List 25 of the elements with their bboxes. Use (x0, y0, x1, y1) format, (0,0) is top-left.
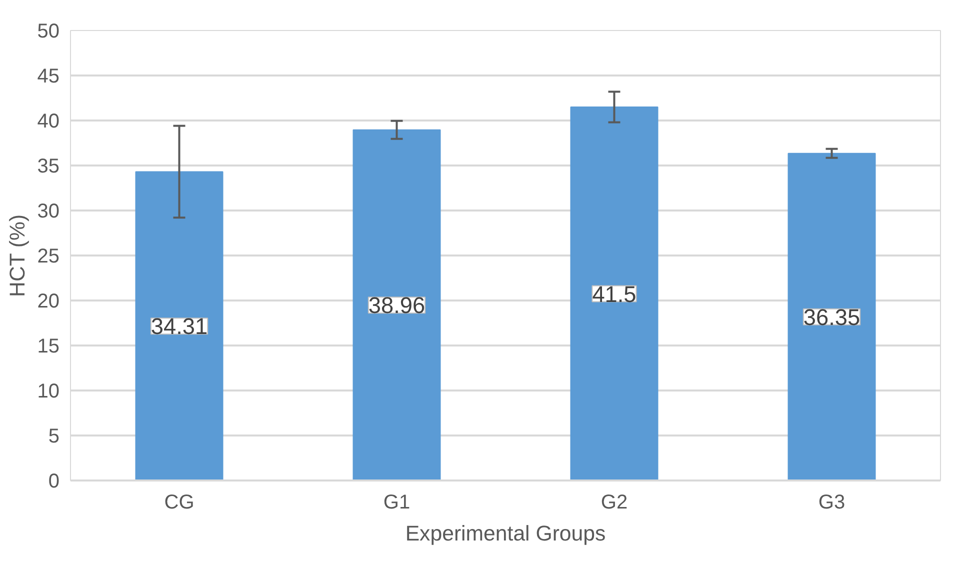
x-axis-title: Experimental Groups (405, 522, 606, 546)
data-label: 36.35 (803, 304, 860, 330)
y-tick-label: 5 (48, 426, 60, 448)
y-tick-label: 0 (48, 470, 60, 492)
y-tick-label: 40 (37, 110, 60, 132)
x-tick-label: G2 (600, 492, 628, 514)
bar (788, 152, 876, 480)
bar (570, 106, 658, 480)
data-label: 38.96 (368, 292, 426, 318)
y-tick-label: 10 (37, 380, 60, 402)
data-label: 34.31 (150, 313, 208, 340)
y-tick-label: 50 (37, 20, 60, 42)
data-label: 41.5 (592, 280, 636, 307)
x-tick-label: G3 (818, 492, 846, 514)
y-tick-label: 25 (37, 246, 60, 268)
bar (135, 171, 224, 480)
y-tick-label: 30 (37, 200, 60, 222)
x-tick-label: G1 (383, 492, 410, 514)
bar (352, 129, 441, 480)
x-tick-label: CG (164, 492, 194, 514)
y-tick-label: 15 (37, 336, 60, 358)
y-tick-label: 35 (37, 156, 60, 178)
y-axis-title: HCT (%) (5, 214, 30, 297)
y-tick-label: 20 (37, 290, 60, 312)
y-tick-label: 45 (37, 66, 60, 88)
